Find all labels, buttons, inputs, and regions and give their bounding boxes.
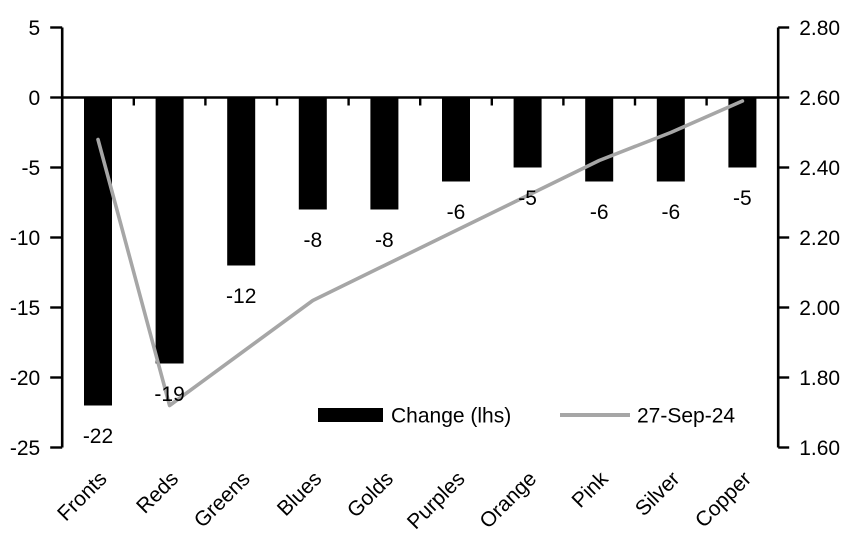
bar-data-label: -6 [447,201,466,224]
bar-data-label: -19 [154,383,184,406]
x-axis-label-greens: Greens [190,467,255,532]
bar-data-label: -8 [375,229,394,252]
bar-data-label: -22 [83,425,113,448]
right-axis-tick-label: 2.60 [799,87,840,110]
right-axis-tick-label: 2.40 [799,157,840,180]
x-axis-label-reds: Reds [132,467,183,518]
legend-label-bars: Change (lhs) [391,405,511,428]
x-axis-label-fronts: Fronts [53,467,111,525]
bar-pink [585,97,614,182]
x-axis-label-golds: Golds [343,467,398,522]
legend-bar-swatch [318,408,383,422]
bar-data-label: -5 [518,187,537,210]
line-series-27-sep-24 [96,99,745,408]
left-axis-tick-label: 5 [29,17,41,40]
right-axis-tick-label: 2.00 [799,297,840,320]
bar-data-label: -6 [661,201,680,224]
left-axis-tick-label: -25 [10,437,40,460]
bar-orange [513,97,542,168]
right-axis-tick-label: 2.20 [799,227,840,250]
bar-data-label: -6 [590,201,609,224]
bar-silver [656,97,685,182]
left-axis-tick-label: 0 [29,87,41,110]
bar-data-label: -12 [226,285,256,308]
right-axis-tick-label: 2.80 [799,17,840,40]
x-axis-label-silver: Silver [631,467,684,520]
x-axis-label-orange: Orange [475,467,541,533]
x-axis-label-blues: Blues [273,467,326,520]
x-axis-label-pink: Pink [568,467,614,513]
bar-purples [442,97,470,182]
bar-fronts [84,97,112,406]
bar-blues [298,97,327,210]
right-axis-tick-label: 1.80 [799,367,840,390]
left-axis-tick-label: -20 [10,367,40,390]
bar-golds [370,97,399,210]
bar-data-label: -5 [733,187,752,210]
x-axis-label-copper: Copper [691,467,756,532]
bar-reds [155,97,184,364]
legend-label-line: 27-Sep-24 [637,405,735,428]
left-axis-tick-label: -10 [10,227,40,250]
left-axis-tick-label: -15 [10,297,40,320]
x-axis-label-purples: Purples [403,467,470,534]
left-axis-tick-label: -5 [22,157,41,180]
bar-greens [227,97,256,266]
bar-data-label: -8 [303,229,322,252]
bar-copper [728,97,757,168]
right-axis-tick-label: 1.60 [799,437,840,460]
